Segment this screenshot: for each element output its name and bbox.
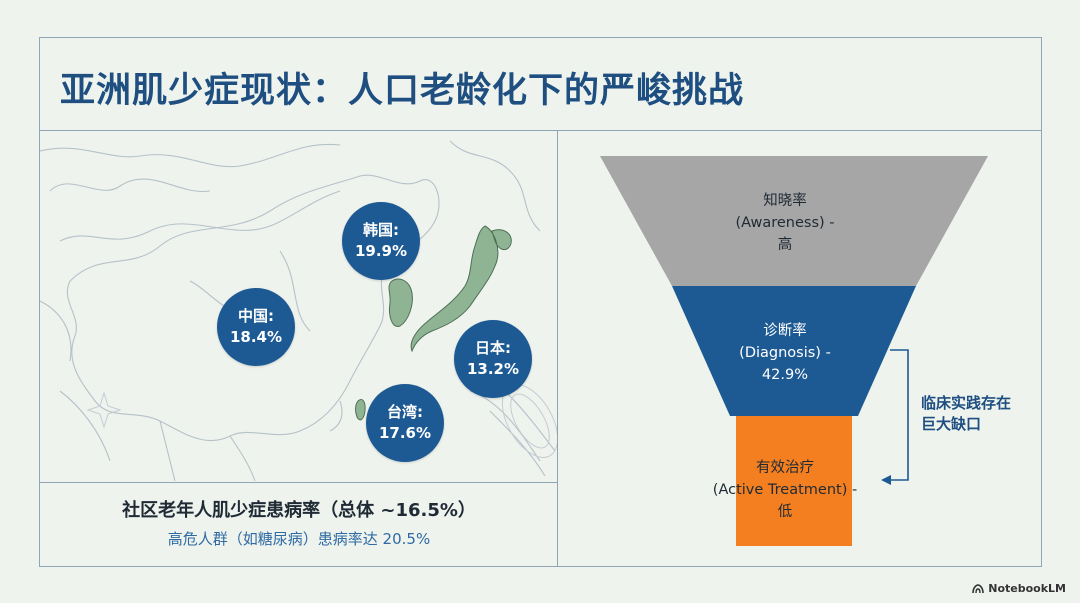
stage-subtitle: (Active Treatment) - xyxy=(712,482,858,498)
stage-title: 知晓率 xyxy=(763,193,807,209)
star-decoration xyxy=(86,391,122,429)
asia-map xyxy=(40,140,557,481)
map-border-line xyxy=(229,435,256,481)
high-risk-caption: 高危人群（如糖尿病）患病率达 20.5% xyxy=(167,530,431,548)
map-panel xyxy=(39,130,558,567)
map-border-line xyxy=(504,390,556,452)
map-border-line xyxy=(40,143,341,168)
awareness-label: 知晓率 (Awareness) - 高 xyxy=(700,190,870,256)
region-value: 17.6% xyxy=(378,424,432,442)
notebooklm-logo-icon xyxy=(972,583,985,593)
stage-level: 42.9% xyxy=(761,367,809,383)
map-border-line xyxy=(159,420,176,481)
gap-bracket xyxy=(890,349,909,481)
care-funnel xyxy=(600,156,988,546)
bubble-china: 中国: 18.4% xyxy=(217,288,295,366)
caption-box xyxy=(40,482,557,566)
region-value: 18.4% xyxy=(229,328,283,346)
diagnosis-label: 诊断率 (Diagnosis) - 42.9% xyxy=(700,320,870,386)
stage-level: 低 xyxy=(777,504,793,520)
region-name: 韩国: xyxy=(363,221,399,239)
map-border-line xyxy=(40,300,72,362)
gap-label-line: 临床实践存在 xyxy=(921,394,1012,412)
treatment-label: 有效治疗 (Active Treatment) - 低 xyxy=(690,457,880,523)
korea-land xyxy=(388,278,413,327)
funnel-stage-treatment xyxy=(736,416,852,546)
funnel-stage-diagnosis xyxy=(672,286,916,416)
map-border-line xyxy=(489,410,546,477)
map-border-line xyxy=(59,390,111,462)
china-outline xyxy=(66,174,440,441)
watermark: NotebookLM xyxy=(972,582,1066,595)
region-name: 中国: xyxy=(238,307,274,325)
stage-subtitle: (Awareness) - xyxy=(735,215,835,231)
gap-label-line: 巨大缺口 xyxy=(921,415,982,433)
stage-title: 诊断率 xyxy=(763,323,807,339)
stage-subtitle: (Diagnosis) - xyxy=(739,345,831,361)
map-border-line xyxy=(59,190,341,242)
map-decoration xyxy=(510,393,550,449)
map-border-line xyxy=(279,250,311,332)
stage-level: 高 xyxy=(777,237,793,253)
page-title: 亚洲肌少症现状：人口老龄化下的严峻挑战 xyxy=(60,71,745,111)
bubble-taiwan: 台湾: 17.6% xyxy=(366,384,444,462)
gap-arrowhead xyxy=(881,475,891,485)
region-value: 13.2% xyxy=(466,360,520,378)
prevalence-caption: 社区老年人肌少症患病率（总体 ~16.5%） xyxy=(122,500,476,521)
taiwan-land xyxy=(355,398,366,421)
stage-title: 有效治疗 xyxy=(756,460,814,476)
gap-label: 临床实践存在 巨大缺口 xyxy=(921,393,1011,435)
map-border-line xyxy=(329,400,343,432)
region-name: 台湾: xyxy=(387,403,423,421)
title-bar xyxy=(39,37,1042,131)
map-border-line xyxy=(49,178,211,193)
region-value: 19.9% xyxy=(354,242,408,260)
bubble-korea: 韩国: 19.9% xyxy=(342,202,420,280)
watermark-text: NotebookLM xyxy=(988,582,1066,595)
japan-land xyxy=(410,225,512,353)
funnel-stage-awareness xyxy=(600,156,988,286)
slide-frame xyxy=(39,37,1042,567)
map-border-line xyxy=(449,140,541,232)
bubble-japan: 日本: 13.2% xyxy=(454,320,532,398)
region-name: 日本: xyxy=(475,339,511,357)
